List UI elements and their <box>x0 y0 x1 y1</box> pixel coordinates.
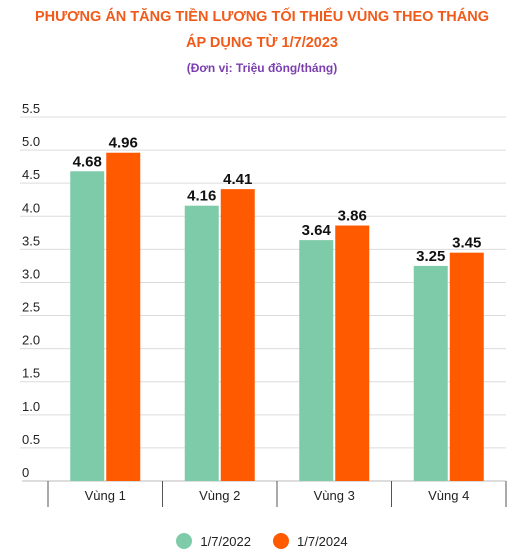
bar-chart: 0 0.5 1.0 1.5 2.0 2.5 3.0 3.5 4.0 4.5 5.0 5.5 4.68 4.… <box>20 101 507 507</box>
chart-title-line-2: ÁP DỤNG TỪ 1/7/2023 <box>186 35 338 51</box>
x-category-label: Vùng 2 <box>199 488 240 503</box>
data-label: 4.96 <box>109 135 138 152</box>
data-label: 4.68 <box>73 153 102 170</box>
chart-subtitle: (Đơn vị: Triệu đồng/tháng) <box>186 61 338 75</box>
y-tick-label: 0.5 <box>22 432 40 447</box>
data-label: 4.41 <box>223 171 252 188</box>
bar-2022 <box>70 171 105 481</box>
x-category-label: Vùng 3 <box>314 488 355 503</box>
x-category-label: Vùng 4 <box>428 488 469 503</box>
y-tick-label: 1.5 <box>22 366 40 381</box>
y-tick-label: 2.0 <box>22 333 40 348</box>
y-tick-label: 1.0 <box>22 399 40 414</box>
bar-2022 <box>413 265 448 481</box>
bar-2022 <box>184 205 219 481</box>
legend-swatch-2022 <box>176 533 193 549</box>
bar-2024 <box>449 252 484 481</box>
y-tick-label: 4.0 <box>22 200 40 215</box>
y-tick-label: 0 <box>22 465 29 480</box>
y-tick-label: 3.5 <box>22 233 40 248</box>
legend-item-2022: 1/7/2022 <box>176 533 251 549</box>
legend: 1/7/2022 1/7/2024 <box>0 533 524 549</box>
x-category-label: Vùng 1 <box>85 488 126 503</box>
legend-label-2022: 1/7/2022 <box>200 533 251 549</box>
bar-2024 <box>106 152 141 482</box>
data-label: 4.16 <box>187 188 216 205</box>
data-label: 3.64 <box>302 222 332 239</box>
y-tick-label: 4.5 <box>22 167 40 182</box>
data-label: 3.45 <box>452 235 481 252</box>
y-tick-label: 2.5 <box>22 300 40 315</box>
y-tick-label: 5.5 <box>22 101 40 116</box>
data-label: 3.25 <box>416 248 445 265</box>
legend-label-2024: 1/7/2024 <box>297 533 348 549</box>
y-tick-label: 3.0 <box>22 266 40 281</box>
data-label: 3.86 <box>338 208 367 225</box>
legend-item-2024: 1/7/2024 <box>273 533 348 549</box>
legend-swatch-2024 <box>273 533 289 549</box>
bar-2024 <box>220 189 255 481</box>
bar-2022 <box>299 240 334 481</box>
bar-2024 <box>335 225 370 481</box>
chart-title-line-1: PHƯƠNG ÁN TĂNG TIỀN LƯƠNG TỐI THIỂU VÙNG… <box>35 9 489 25</box>
y-tick-label: 5.0 <box>22 134 40 149</box>
